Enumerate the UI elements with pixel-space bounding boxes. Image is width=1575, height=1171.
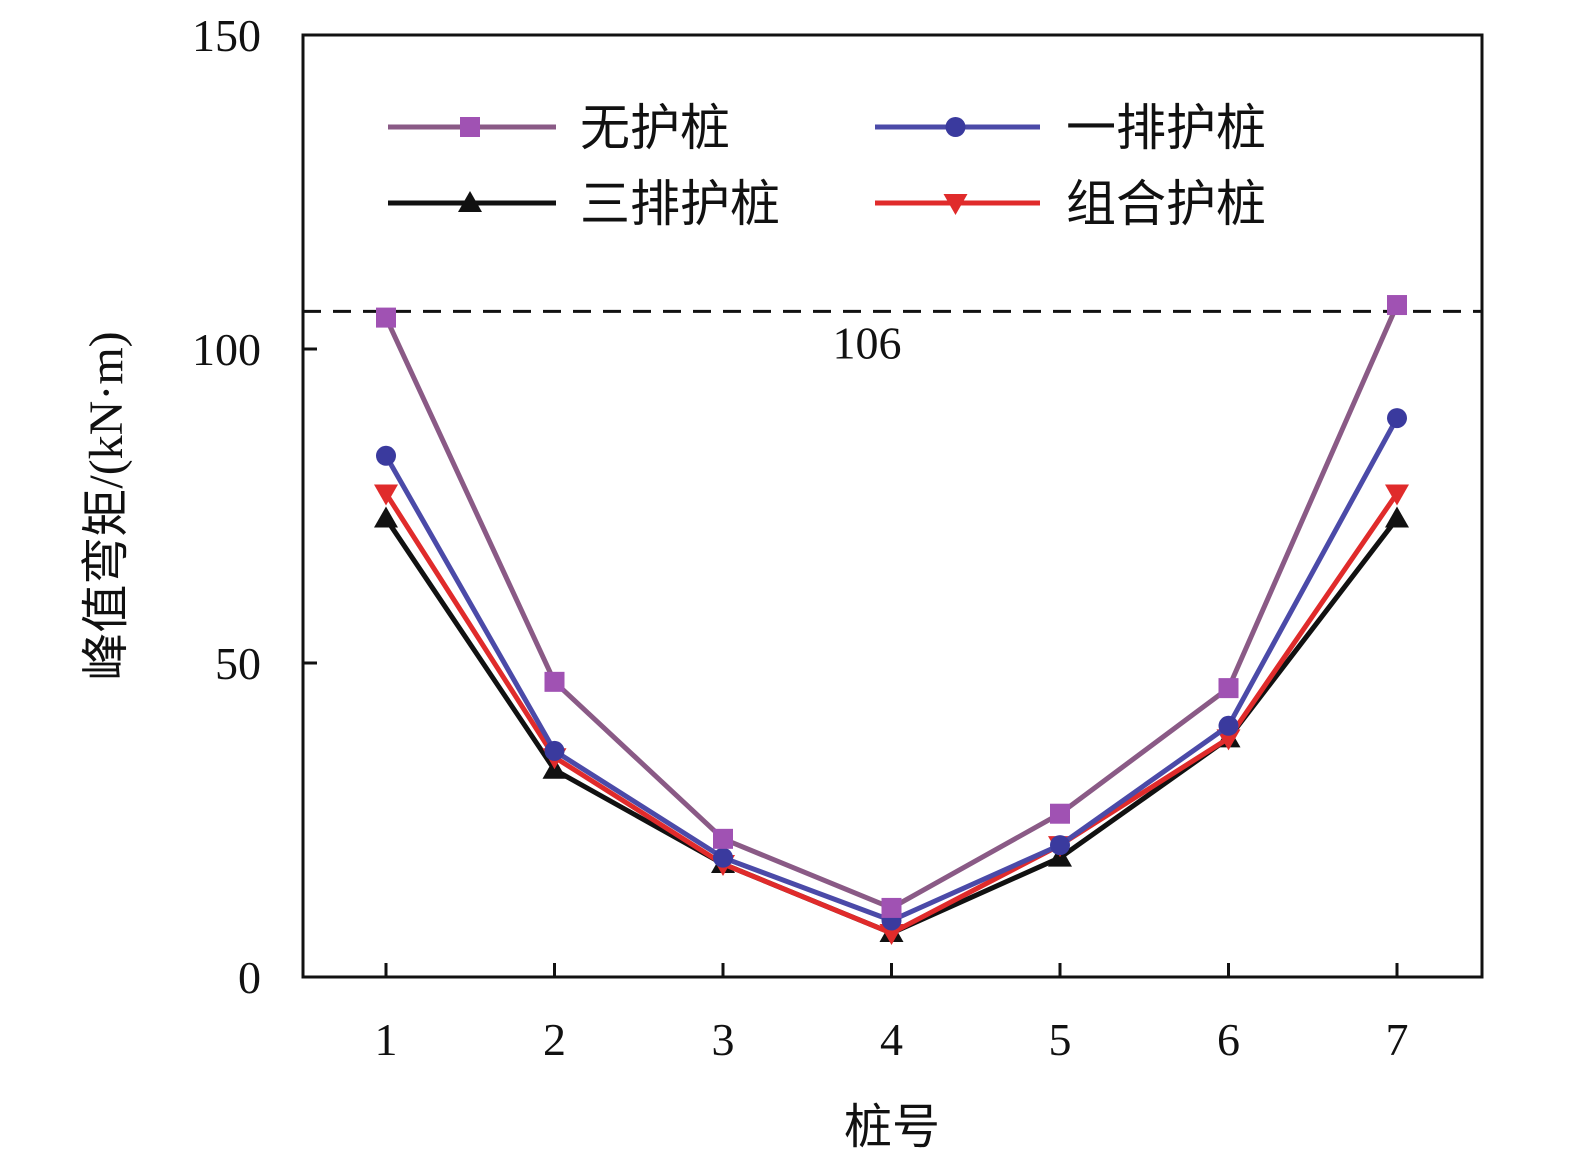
series-line [383, 492, 1400, 936]
data-point [1216, 729, 1241, 751]
data-point [1218, 715, 1239, 736]
reference-line-group: 106 [303, 309, 1482, 368]
legend-label: 组合护桩 [1066, 176, 1266, 232]
data-point [544, 671, 565, 692]
legend-swatch-marker [943, 194, 968, 215]
reference-line-label: 106 [833, 317, 902, 368]
legend-item-2: 一排护桩 [875, 100, 1266, 156]
data-point [374, 506, 398, 528]
x-tick-label: 5 [1049, 1014, 1072, 1065]
legend-item-1: 无护桩 [388, 100, 730, 156]
legend-item-4: 组合护桩 [875, 176, 1266, 232]
legend-swatch-marker [460, 117, 480, 137]
data-point [376, 445, 396, 466]
legend-label: 一排护桩 [1066, 100, 1266, 156]
data-point [544, 740, 565, 761]
x-tick-label: 2 [543, 1014, 566, 1065]
x-tick-label: 7 [1386, 1014, 1409, 1065]
legend-label: 无护桩 [580, 100, 730, 156]
data-point [881, 897, 902, 918]
data-point [879, 924, 904, 946]
x-axis: 1 2 3 4 5 6 7 [375, 963, 1409, 1065]
legend-item-3: 三排护桩 [388, 176, 780, 232]
data-point [1387, 295, 1407, 316]
series-group [374, 295, 1409, 946]
data-point [1050, 803, 1070, 824]
series-1 [376, 295, 1407, 918]
data-point [713, 847, 733, 868]
y-tick-label: 0 [238, 952, 261, 1003]
series-4 [374, 484, 1409, 946]
series-2 [376, 408, 1407, 931]
data-point [1385, 484, 1409, 506]
legend-swatch-marker [458, 191, 482, 212]
plot-frame [301, 33, 1484, 979]
y-tick-label: 100 [192, 324, 261, 375]
data-point [1218, 678, 1239, 699]
data-point [1385, 506, 1409, 528]
x-tick-label: 4 [880, 1014, 903, 1065]
y-axis: 0 50 100 150 [192, 10, 317, 1003]
y-axis-title: 峰值弯矩/(kN·m) [80, 331, 133, 680]
x-axis-title: 桩号 [844, 1101, 940, 1154]
data-point [376, 307, 396, 328]
data-point [1387, 408, 1407, 429]
data-point [374, 484, 398, 506]
series-line [383, 416, 1400, 923]
data-point [1050, 835, 1070, 856]
y-tick-label: 50 [215, 638, 261, 689]
legend-label: 三排护桩 [580, 176, 780, 232]
y-tick-label: 150 [192, 10, 261, 61]
x-tick-label: 6 [1217, 1014, 1240, 1065]
data-point [713, 828, 733, 849]
series-3 [374, 506, 1409, 943]
x-tick-label: 1 [375, 1014, 398, 1065]
legend-swatch-marker [945, 117, 966, 137]
series-line [383, 304, 1400, 911]
x-tick-label: 3 [712, 1014, 735, 1065]
